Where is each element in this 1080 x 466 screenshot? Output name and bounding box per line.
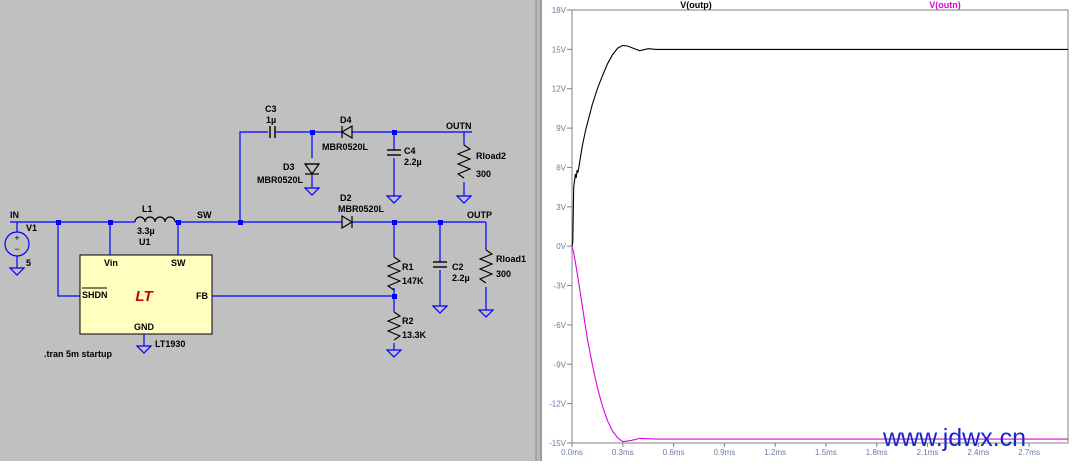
legend-voutn[interactable]: V(outn) [929,0,961,10]
trace-voutp[interactable] [571,44,1068,247]
net-label-sw: SW [197,210,212,220]
y-tick-label: 12V [552,85,567,94]
c3-value: 1µ [266,115,276,125]
schematic-pane[interactable] [0,0,536,461]
d4-diode[interactable] [340,124,353,140]
y-tick-label: -6V [554,321,567,330]
l1-inductor[interactable] [134,216,176,223]
r2-value: 13.3K [402,330,427,340]
l1-value: 3.3µ [137,226,155,236]
x-tick-label: 2.4ms [967,448,989,457]
junction-dots [56,130,443,299]
r2-resistor[interactable] [386,311,402,341]
u1-part: LT1930 [155,339,185,349]
plot-area[interactable] [571,9,1069,444]
lt-logo: LT [135,288,154,305]
spice-directive[interactable]: .tran 5m startup [44,349,113,359]
l1-name: L1 [142,204,153,214]
rload2-resistor[interactable] [456,144,472,179]
d2-name: D2 [340,193,352,203]
u1-pin-shdn: SHDN [82,290,108,300]
y-tick-label: 6V [556,163,566,172]
y-tick-label: 3V [556,203,566,212]
d2-part: MBR0520L [338,204,385,214]
r1-name: R1 [402,262,414,272]
y-tick-label: -9V [554,360,567,369]
y-tick-label: 0V [556,242,566,251]
pane-splitter[interactable] [536,0,542,461]
svg-text:+: + [14,233,19,243]
rload1-value: 300 [496,269,511,279]
c2-name: C2 [452,262,464,272]
c4-capacitor[interactable] [387,149,401,156]
c4-value: 2.2µ [404,157,422,167]
x-tick-label: 1.2ms [764,448,786,457]
ground-symbols [8,187,495,358]
d3-name: D3 [283,162,295,172]
rload2-value: 300 [476,169,491,179]
d3-part: MBR0520L [257,175,304,185]
plot-traces [571,44,1068,443]
x-tick-label: 0.3ms [612,448,634,457]
y-tick-label: 18V [552,6,567,15]
rload1-name: Rload1 [496,254,526,264]
y-tick-label: -12V [549,400,567,409]
c3-capacitor[interactable] [269,126,276,138]
watermark: www.jdwx.cn [882,424,1026,452]
u1-name: U1 [139,237,151,247]
r1-value: 147K [402,276,424,286]
y-tick-label: 9V [556,124,566,133]
x-tick-label: 2.7ms [1018,448,1040,457]
x-tick-label: 2.1ms [917,448,939,457]
v1-value: 5 [26,258,31,268]
d4-name: D4 [340,115,352,125]
c2-value: 2.2µ [452,273,470,283]
x-tick-label: 1.8ms [866,448,888,457]
schematic-wires [10,131,487,350]
u1-pin-sw: SW [171,258,186,268]
c2-capacitor[interactable] [433,261,447,268]
d2-diode[interactable] [341,214,354,230]
r2-name: R2 [402,316,414,326]
y-tick-label: 15V [552,45,567,54]
x-tick-label: 0.0ms [561,448,583,457]
v1-source[interactable]: + − [4,231,30,257]
x-tick-label: 0.9ms [713,448,735,457]
net-label-outn: OUTN [446,121,472,131]
v1-name: V1 [26,223,37,233]
d3-diode[interactable] [303,163,321,176]
rload2-name: Rload2 [476,151,506,161]
u1-ic-body[interactable] [79,254,213,335]
u1-pin-gnd: GND [134,322,155,332]
c3-name: C3 [265,104,277,114]
c4-name: C4 [404,146,416,156]
svg-text:−: − [14,244,19,254]
rload1-resistor[interactable] [478,249,494,284]
y-tick-label: -15V [549,439,567,448]
net-label-outp: OUTP [467,210,492,220]
y-tick-label: -3V [554,282,567,291]
waveform-pane[interactable] [542,0,1080,461]
d4-part: MBR0520L [322,142,369,152]
u1-pin-vin: Vin [104,258,118,268]
x-tick-label: 0.6ms [663,448,685,457]
r1-resistor[interactable] [386,256,402,291]
x-tick-label: 1.5ms [815,448,837,457]
trace-voutn[interactable] [571,246,1068,443]
u1-pin-fb: FB [196,291,208,301]
net-label-in: IN [10,210,19,220]
legend-voutp[interactable]: V(outp) [680,0,712,10]
